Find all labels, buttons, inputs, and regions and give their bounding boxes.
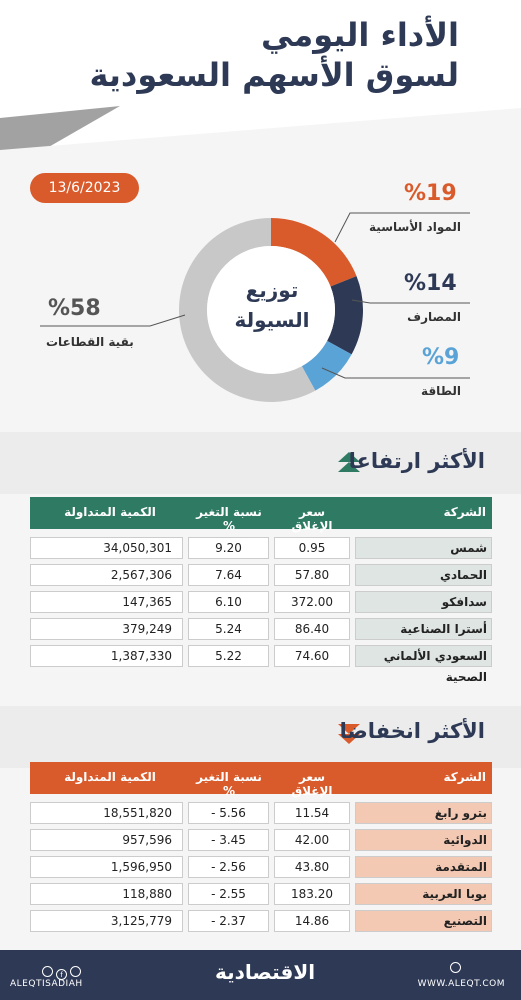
losers-row: المتقدمة 43.80- 2.56 1,596,950 [30, 856, 492, 880]
gainers-volume-cell: 379,249 [30, 618, 183, 640]
gainers-table-header: الشركة سعر الإغلاق نسبة التغير % الكمية … [30, 497, 492, 533]
losers-col-change: نسبة التغير % [196, 770, 262, 798]
gainers-company-cell: سدافكو [355, 591, 492, 613]
gainers-row: أسترا الصناعية 86.40 5.24 379,249 [30, 618, 492, 642]
down-arrow-icon [338, 724, 360, 744]
losers-col-volume: الكمية المتداولة [64, 770, 156, 784]
website-link[interactable]: WWW.ALEQT.COM [417, 979, 505, 989]
gainers-volume-cell: 34,050,301 [30, 537, 183, 559]
gainers-section-band [0, 432, 521, 494]
gainers-close-cell: 0.95 [274, 537, 350, 559]
losers-close-cell: 42.00 [274, 829, 350, 851]
losers-volume-cell: 3,125,779 [30, 910, 183, 932]
web-icon [450, 962, 461, 973]
gainers-company-cell: أسترا الصناعية [355, 618, 492, 640]
segment-banks-pct: %14 [404, 271, 457, 296]
brand-logo: الاقتصادية [215, 960, 316, 984]
donut-slice-energy [301, 340, 352, 391]
losers-row: بترو رابغ 11.54- 5.56 18,551,820 [30, 802, 492, 826]
donut-slice-others [178, 218, 316, 402]
gainers-change-cell: 7.64 [188, 564, 269, 586]
gainers-company-cell: الحمادي [355, 564, 492, 586]
gainers-row: شمس 0.95 9.20 34,050,301 [30, 537, 492, 561]
losers-company-cell: الدوائية [355, 829, 492, 851]
losers-col-close: سعر الإغلاق [291, 770, 333, 798]
segment-materials-label: المواد الأساسية [369, 220, 461, 234]
donut-leader-lines [40, 212, 470, 379]
gainers-volume-cell: 147,365 [30, 591, 183, 613]
losers-change-cell: - 3.45 [188, 829, 269, 851]
gainers-title: الأكثر ارتفاعا [348, 449, 485, 473]
losers-row: التصنيع 14.86- 2.37 3,125,779 [30, 910, 492, 934]
donut-slice-banks [327, 276, 363, 355]
losers-title: الأكثر انخفاضا [339, 719, 485, 743]
losers-company-cell: بترو رابغ [355, 802, 492, 824]
losers-close-cell: 183.20 [274, 883, 350, 905]
twitter-icon[interactable] [70, 966, 81, 977]
losers-row: بوبا العربية 183.20- 2.55 118,880 [30, 883, 492, 907]
gainers-close-cell: 57.80 [274, 564, 350, 586]
gainers-close-cell: 74.60 [274, 645, 350, 667]
up-arrow-icon [338, 452, 360, 472]
gainers-volume-cell: 2,567,306 [30, 564, 183, 586]
page-title-line2: لسوق الأسهم السعودية [89, 56, 459, 94]
social-icons: f [42, 962, 84, 981]
gainers-col-company: الشركة [443, 505, 486, 519]
gainers-company-cell: السعودي الألماني الصحية [355, 645, 492, 684]
losers-close-cell: 11.54 [274, 802, 350, 824]
gainers-row: سدافكو 372.00 6.10 147,365 [30, 591, 492, 615]
liquidity-donut: توزيع السيولة [176, 215, 366, 405]
gainers-col-change: نسبة التغير % [196, 505, 262, 533]
losers-volume-cell: 1,596,950 [30, 856, 183, 878]
segment-energy-pct: %9 [422, 345, 460, 370]
losers-change-cell: - 2.55 [188, 883, 269, 905]
gainers-company-cell: شمس [355, 537, 492, 559]
gainers-row: الحمادي 57.80 7.64 2,567,306 [30, 564, 492, 588]
donut-slice-materials [271, 218, 357, 287]
gainers-change-cell: 5.24 [188, 618, 269, 640]
losers-volume-cell: 957,596 [30, 829, 183, 851]
losers-row: الدوائية 42.00- 3.45 957,596 [30, 829, 492, 853]
gainers-close-cell: 86.40 [274, 618, 350, 640]
losers-close-cell: 14.86 [274, 910, 350, 932]
gainers-change-cell: 5.22 [188, 645, 269, 667]
gainers-col-close: سعر الإغلاق [291, 505, 333, 533]
segment-banks-label: المصارف [407, 310, 461, 324]
segment-materials-pct: %19 [404, 181, 457, 206]
losers-company-cell: المتقدمة [355, 856, 492, 878]
losers-company-cell: بوبا العربية [355, 883, 492, 905]
header-banner: الأداء اليومي لسوق الأسهم السعودية [0, 0, 521, 175]
losers-close-cell: 43.80 [274, 856, 350, 878]
segment-energy-label: الطاقة [421, 384, 461, 398]
donut-center-line2: السيولة [234, 308, 310, 332]
gainers-close-cell: 372.00 [274, 591, 350, 613]
losers-table-header: الشركة سعر الإغلاق نسبة التغير % الكمية … [30, 762, 492, 798]
losers-section-band [0, 706, 521, 768]
gainers-row: السعودي الألماني الصحية 74.60 5.22 1,387,33… [30, 645, 492, 684]
footer-bar: f ALEQTISADIAH الاقتصادية WWW.ALEQT.COM [0, 950, 521, 1000]
gainers-volume-cell: 1,387,330 [30, 645, 183, 667]
losers-change-cell: - 5.56 [188, 802, 269, 824]
gainers-change-cell: 9.20 [188, 537, 269, 559]
donut-center-line1: توزيع [245, 278, 299, 302]
segment-others-pct: %58 [48, 296, 101, 321]
losers-change-cell: - 2.37 [188, 910, 269, 932]
gainers-change-cell: 6.10 [188, 591, 269, 613]
segment-others-label: بقية القطاعات [46, 335, 134, 349]
header-background [0, 0, 521, 175]
donut-center-label: توزيع السيولة [224, 275, 320, 335]
losers-change-cell: - 2.56 [188, 856, 269, 878]
donut-hole [207, 246, 335, 374]
donut-chart [178, 218, 363, 402]
date-badge: 13/6/2023 [30, 173, 139, 203]
losers-col-company: الشركة [443, 770, 486, 784]
losers-volume-cell: 118,880 [30, 883, 183, 905]
page-title-line1: الأداء اليومي [261, 16, 459, 54]
instagram-icon[interactable] [42, 966, 53, 977]
gainers-col-volume: الكمية المتداولة [64, 505, 156, 519]
social-handle[interactable]: ALEQTISADIAH [10, 979, 83, 989]
losers-company-cell: التصنيع [355, 910, 492, 932]
facebook-icon[interactable]: f [56, 969, 67, 980]
losers-volume-cell: 18,551,820 [30, 802, 183, 824]
